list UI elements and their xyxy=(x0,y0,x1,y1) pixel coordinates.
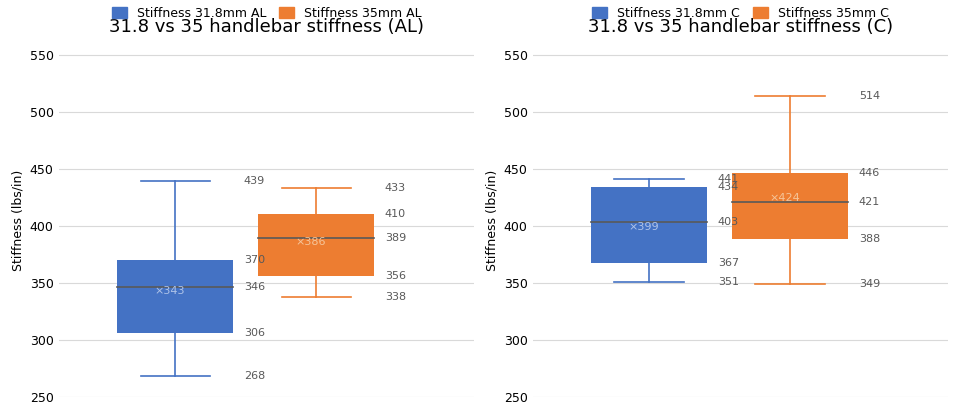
Text: 346: 346 xyxy=(244,282,265,292)
Text: 367: 367 xyxy=(717,258,738,268)
Legend: Stiffness 31.8mm C, Stiffness 35mm C: Stiffness 31.8mm C, Stiffness 35mm C xyxy=(593,7,889,20)
Bar xyxy=(117,260,233,333)
Title: 31.8 vs 35 handlebar stiffness (AL): 31.8 vs 35 handlebar stiffness (AL) xyxy=(109,18,424,36)
Legend: Stiffness 31.8mm AL, Stiffness 35mm AL: Stiffness 31.8mm AL, Stiffness 35mm AL xyxy=(112,7,421,20)
Text: ×399: ×399 xyxy=(628,222,659,232)
Text: 514: 514 xyxy=(858,91,879,101)
Text: 268: 268 xyxy=(244,371,265,381)
Text: 439: 439 xyxy=(244,176,265,186)
Text: 434: 434 xyxy=(717,182,739,192)
Bar xyxy=(592,187,708,263)
Bar xyxy=(258,214,374,276)
Text: ×343: ×343 xyxy=(154,286,185,296)
Bar xyxy=(733,173,849,240)
Text: 421: 421 xyxy=(858,197,880,207)
Y-axis label: Stiffness (lbs/in): Stiffness (lbs/in) xyxy=(12,169,24,271)
Text: 410: 410 xyxy=(385,209,406,219)
Text: ×424: ×424 xyxy=(769,193,800,203)
Y-axis label: Stiffness (lbs/in): Stiffness (lbs/in) xyxy=(485,169,498,271)
Text: 338: 338 xyxy=(385,292,406,302)
Text: 388: 388 xyxy=(858,235,880,245)
Text: 349: 349 xyxy=(858,279,880,289)
Text: 351: 351 xyxy=(717,277,738,287)
Text: ×386: ×386 xyxy=(295,237,326,247)
Title: 31.8 vs 35 handlebar stiffness (C): 31.8 vs 35 handlebar stiffness (C) xyxy=(588,18,893,36)
Text: 306: 306 xyxy=(244,328,265,338)
Text: 370: 370 xyxy=(244,255,265,265)
Text: 441: 441 xyxy=(717,174,739,184)
Text: 356: 356 xyxy=(385,271,406,281)
Text: 403: 403 xyxy=(717,218,738,228)
Text: 389: 389 xyxy=(385,233,406,243)
Text: 446: 446 xyxy=(858,168,880,178)
Text: 433: 433 xyxy=(385,183,406,193)
